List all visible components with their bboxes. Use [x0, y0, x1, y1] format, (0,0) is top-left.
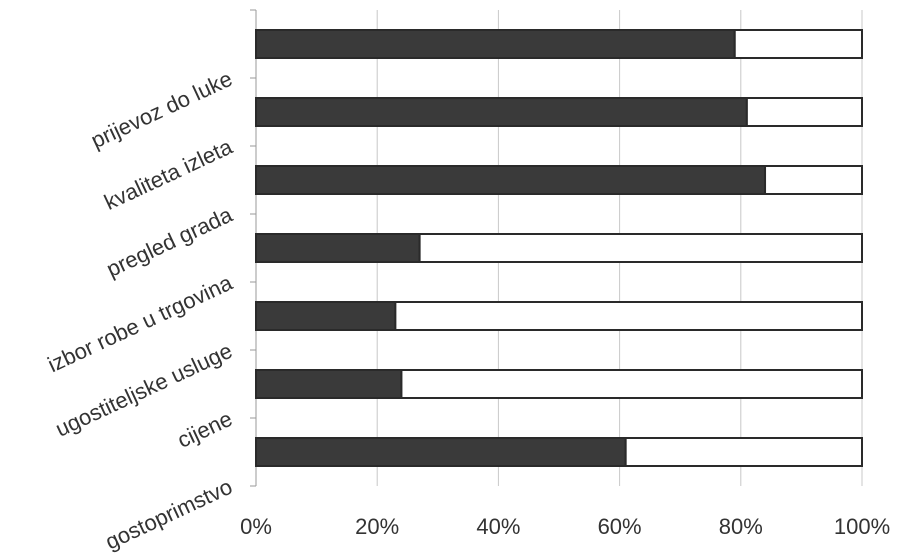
- bar-segment-6-0: [255, 437, 627, 467]
- bar-segment-3-0: [255, 233, 421, 263]
- y-tick-marks: [250, 9, 256, 487]
- x-tick-label-2: 40%: [476, 514, 520, 539]
- bar-segment-0-0: [255, 29, 736, 59]
- bar-segment-1-0: [255, 97, 748, 127]
- x-tick-label-0: 0%: [240, 514, 272, 539]
- bar-segment-5-1: [400, 369, 863, 399]
- bar-segment-1-1: [745, 97, 863, 127]
- bar-segment-4-0: [255, 301, 397, 331]
- bar-segment-2-0: [255, 165, 767, 195]
- bar-segment-6-1: [624, 437, 863, 467]
- bar-segment-3-1: [418, 233, 863, 263]
- category-label-1: kvaliteta izleta: [100, 134, 236, 215]
- bar-segment-0-1: [733, 29, 863, 59]
- x-tick-label-4: 80%: [719, 514, 763, 539]
- bar-segment-2-1: [764, 165, 863, 195]
- category-label-5: cijene: [173, 406, 236, 453]
- x-tick-label-5: 100%: [834, 514, 890, 539]
- bar-segment-5-0: [255, 369, 403, 399]
- bar-segment-4-1: [394, 301, 863, 331]
- x-tick-labels: 0% 20% 40% 60% 80% 100%: [240, 514, 890, 539]
- category-label-2: pregled grada: [102, 202, 236, 282]
- category-label-6: gostoprimstvo: [101, 474, 236, 555]
- x-tick-label-1: 20%: [355, 514, 399, 539]
- bars: [255, 29, 863, 467]
- x-tick-label-3: 60%: [598, 514, 642, 539]
